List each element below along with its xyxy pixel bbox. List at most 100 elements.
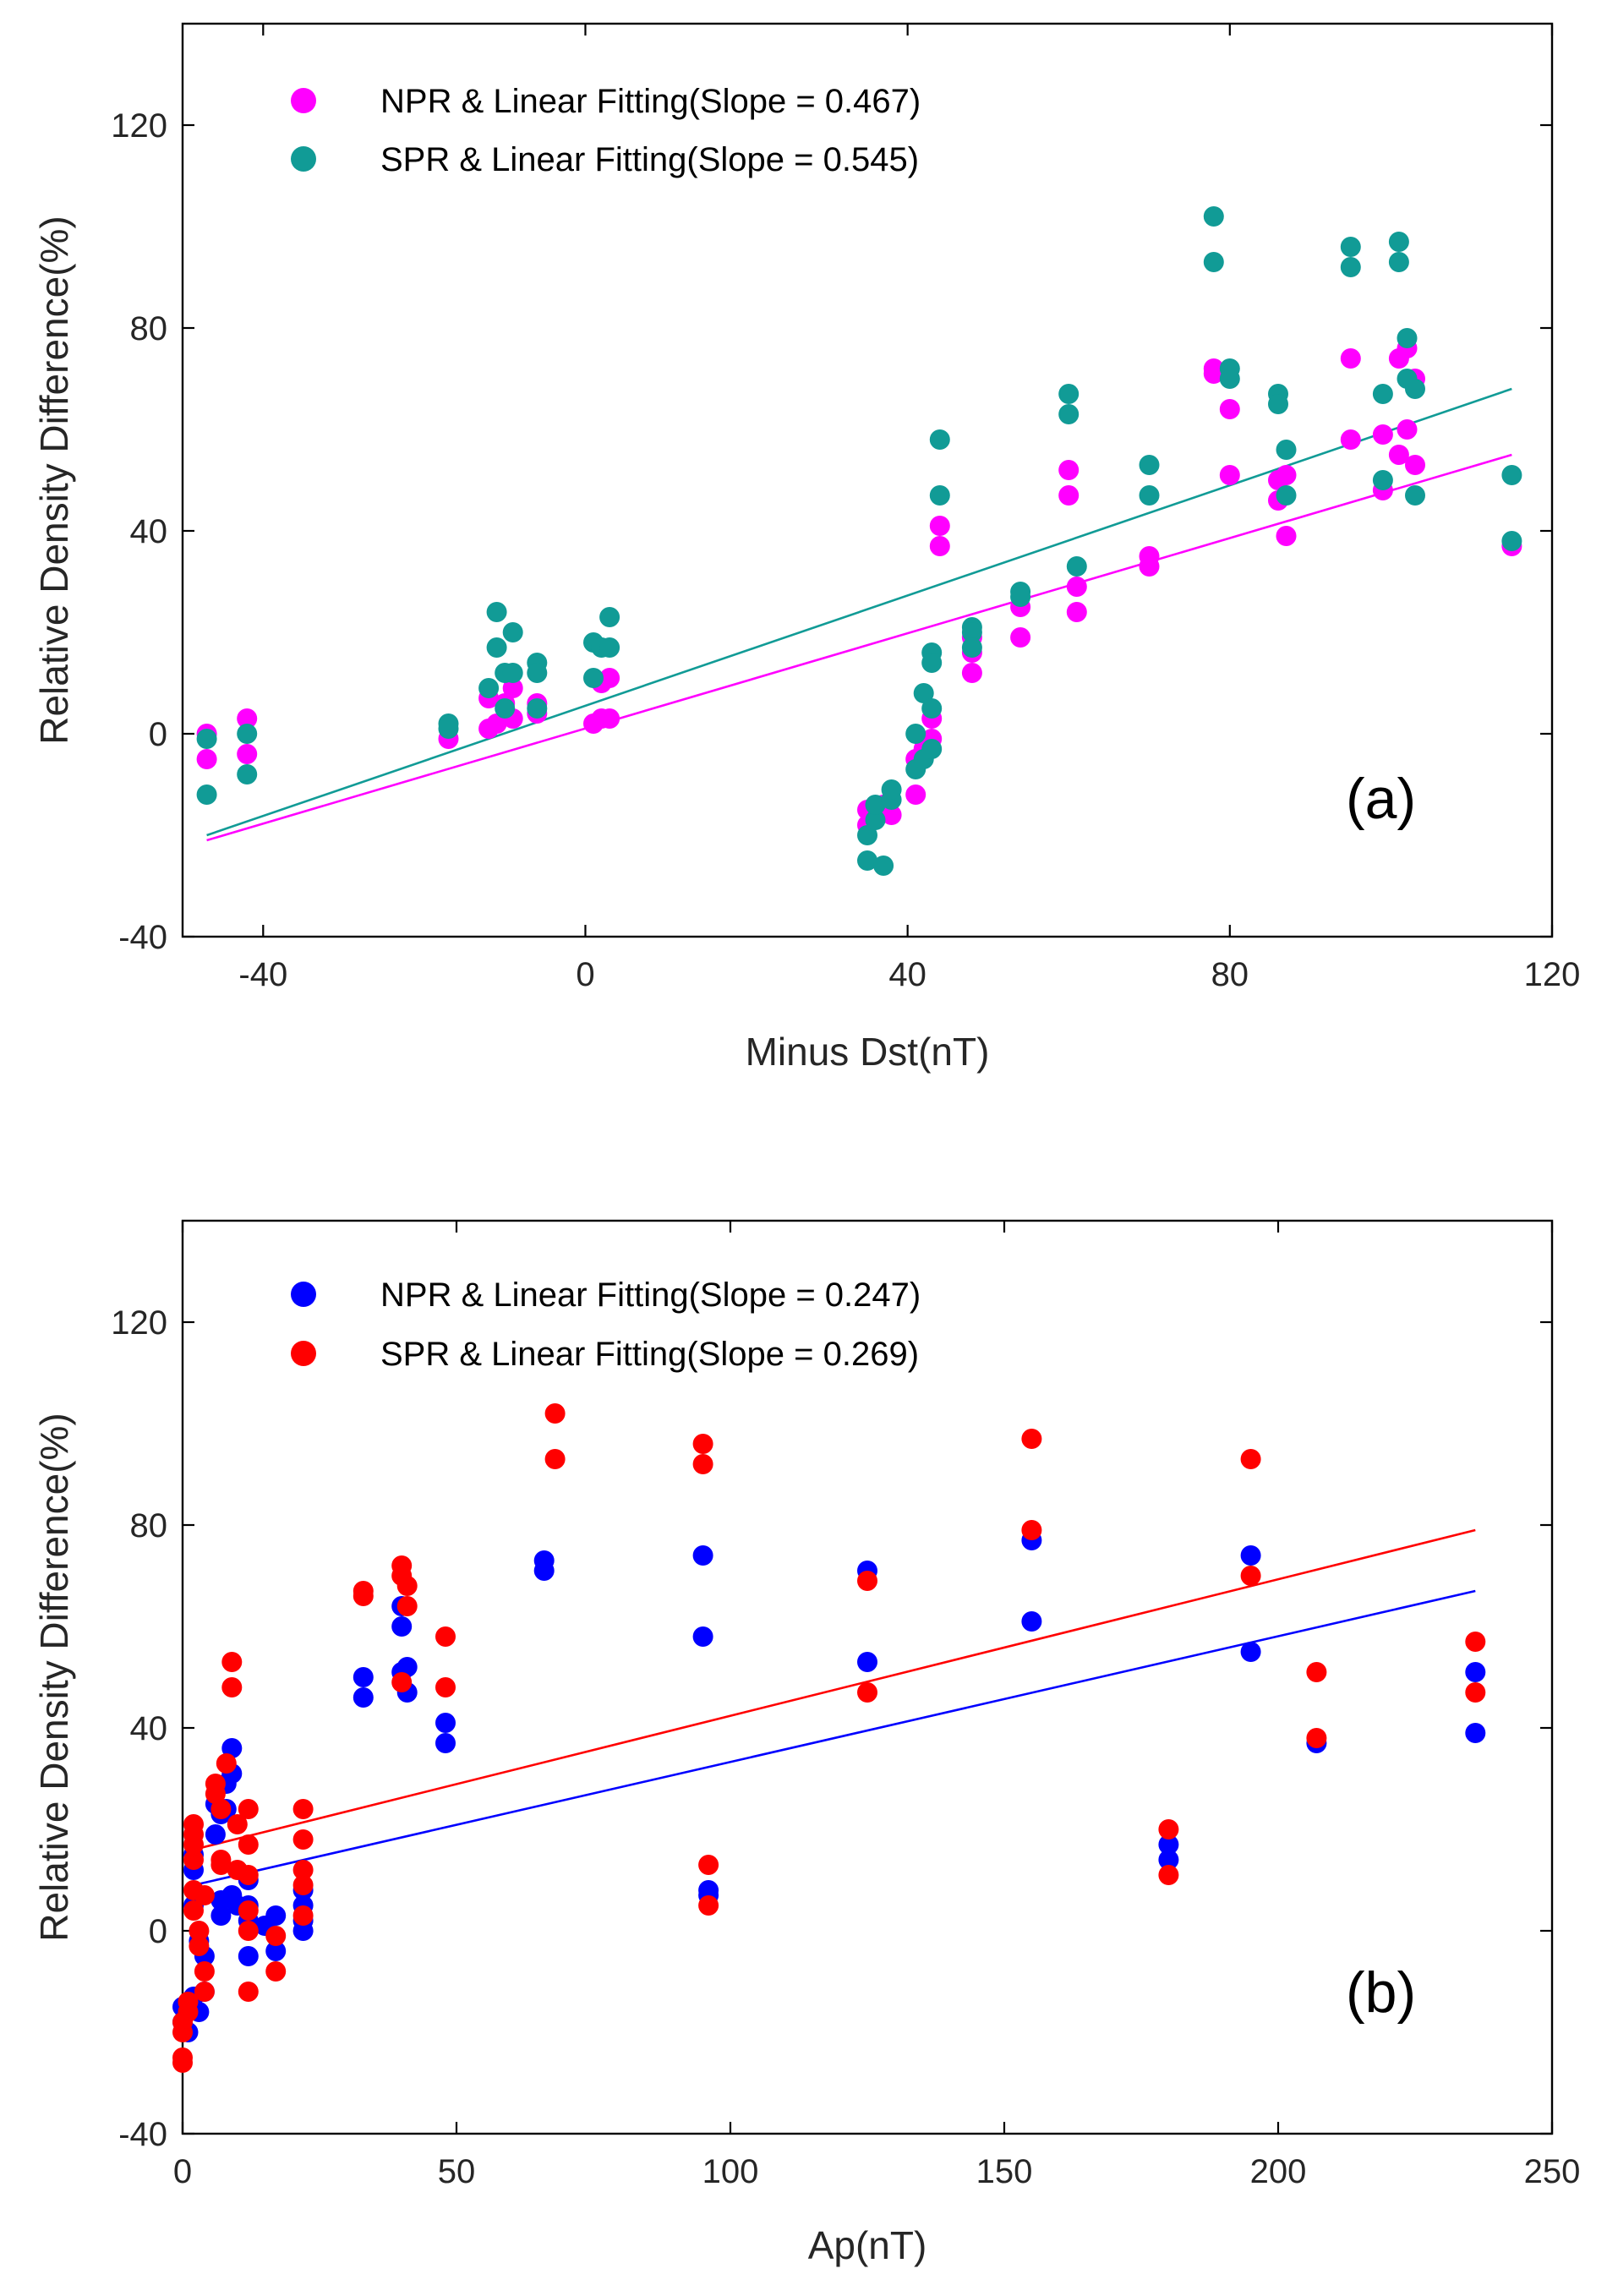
data-point-spr: [1501, 531, 1522, 551]
data-point-npr: [353, 1667, 374, 1687]
data-point-spr: [599, 637, 620, 658]
data-point-spr: [865, 810, 886, 830]
data-point-npr: [1372, 424, 1393, 445]
x-tick-label: 200: [1250, 2153, 1307, 2190]
panel-a-ticks: -40 0 40 80 120 -40 0 40 80 120: [111, 24, 1580, 993]
data-point-spr: [921, 739, 943, 759]
y-tick-label: -40: [118, 919, 167, 956]
y-tick-label: 120: [111, 1304, 167, 1342]
data-point-spr: [1465, 1632, 1486, 1652]
data-point-spr: [921, 698, 943, 719]
data-point-npr: [692, 1626, 713, 1647]
data-point-spr: [391, 1672, 413, 1692]
panel-a-label: (a): [1346, 767, 1416, 831]
data-point-spr: [194, 1982, 215, 2002]
data-point-spr: [1340, 237, 1361, 257]
fit-line-spr: [206, 387, 1512, 837]
data-point-spr: [238, 1921, 259, 1941]
data-point-npr: [1276, 526, 1297, 546]
fit-line-npr: [206, 453, 1512, 842]
data-point-npr: [1397, 419, 1418, 440]
x-tick-label: 250: [1524, 2153, 1581, 2190]
data-point-npr: [292, 1921, 314, 1941]
data-point-npr: [1219, 465, 1240, 485]
data-point-spr: [238, 1834, 259, 1855]
data-point-npr: [881, 805, 902, 825]
data-point-spr: [583, 668, 604, 688]
panel-b-points: [172, 1403, 1486, 2073]
data-point-spr: [216, 1753, 237, 1774]
data-point-spr: [865, 795, 886, 815]
data-point-spr: [502, 622, 523, 642]
data-point-npr: [929, 516, 950, 536]
data-point-spr: [486, 602, 507, 622]
data-point-spr: [265, 1926, 287, 1946]
data-point-spr: [698, 1895, 719, 1916]
data-point-spr: [1306, 1728, 1327, 1748]
data-point-npr: [533, 1561, 555, 1581]
data-point-spr: [438, 719, 459, 739]
data-point-npr: [486, 713, 507, 734]
data-point-spr: [435, 1677, 456, 1697]
data-point-spr: [210, 1855, 232, 1875]
data-point-npr: [221, 1738, 243, 1758]
data-point-npr: [391, 1616, 413, 1637]
x-tick-label: 0: [173, 2153, 192, 2190]
panel-b-y-axis-label: Relative Density Difference(%): [32, 1413, 76, 1942]
data-point-spr: [237, 724, 258, 744]
panel-b-label: (b): [1346, 1960, 1416, 2025]
data-point-npr: [435, 1713, 456, 1733]
data-point-spr: [1388, 252, 1409, 272]
y-tick-label: 0: [149, 1913, 167, 1950]
data-point-spr: [929, 429, 950, 450]
data-point-spr: [929, 485, 950, 506]
data-point-npr: [1058, 485, 1080, 506]
data-point-spr: [961, 637, 982, 658]
data-point-npr: [1021, 1611, 1042, 1632]
data-point-spr: [1397, 328, 1418, 348]
data-point-npr: [237, 744, 258, 764]
fit-line-spr: [193, 1528, 1476, 1851]
data-point-npr: [435, 1733, 456, 1753]
data-point-spr: [495, 698, 516, 719]
data-point-npr: [857, 1652, 877, 1672]
data-point-spr: [1021, 1520, 1042, 1540]
data-point-spr: [227, 1814, 248, 1834]
y-tick-label: 0: [149, 716, 167, 753]
data-point-spr: [1268, 394, 1288, 414]
data-point-spr: [961, 622, 982, 642]
panel-a-plot-frame: [181, 22, 1554, 938]
data-point-npr: [1240, 1642, 1261, 1662]
data-point-spr: [502, 663, 523, 683]
data-point-spr: [1058, 384, 1080, 404]
data-point-npr: [237, 708, 258, 729]
y-tick-label: 40: [130, 513, 168, 550]
data-point-spr: [183, 1834, 204, 1855]
data-point-spr: [1010, 587, 1031, 607]
data-point-spr: [857, 1682, 877, 1703]
legend-label-npr: NPR & Linear Fitting(Slope = 0.247): [380, 1276, 921, 1314]
panel-a-dst: -40 0 40 80 120 -40 0 40 80 120 NPR & Linear Fitt…: [32, 22, 1580, 1074]
data-point-spr: [599, 607, 620, 627]
data-point-npr: [1158, 1834, 1179, 1855]
data-point-spr: [237, 764, 258, 784]
y-tick-label: 80: [130, 1507, 168, 1544]
data-point-spr: [1139, 485, 1160, 506]
data-point-spr: [196, 784, 217, 805]
x-tick-label: 120: [1524, 956, 1581, 993]
data-point-spr: [1066, 556, 1087, 577]
data-point-spr: [396, 1596, 418, 1616]
x-tick-label: 100: [702, 2153, 759, 2190]
data-point-spr: [1276, 485, 1297, 506]
data-point-npr: [692, 1545, 713, 1566]
data-point-spr: [857, 825, 877, 845]
data-point-spr: [1139, 455, 1160, 475]
data-point-spr: [1405, 485, 1425, 506]
panel-b-fit-lines: [193, 1528, 1476, 1887]
data-point-npr: [1465, 1662, 1486, 1682]
panel-b-legend: NPR & Linear Fitting(Slope = 0.247) SPR …: [291, 1276, 921, 1373]
data-point-spr: [692, 1434, 713, 1454]
data-point-spr: [478, 678, 500, 698]
data-point-npr: [599, 668, 620, 688]
data-point-spr: [265, 1961, 287, 1982]
